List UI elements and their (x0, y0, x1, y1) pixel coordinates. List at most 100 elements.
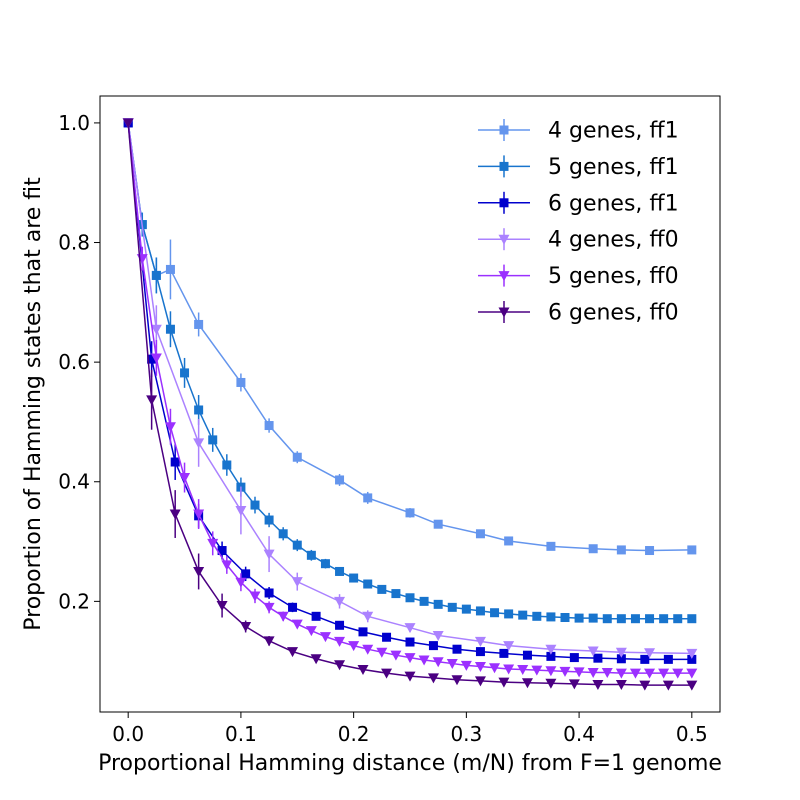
data-point (320, 559, 330, 569)
legend-label: 4 genes, ff0 (548, 228, 679, 253)
data-point (521, 678, 533, 689)
data-point (418, 655, 430, 666)
data-point (569, 653, 579, 663)
data-point (433, 519, 443, 529)
data-point (335, 475, 345, 485)
data-point (615, 647, 627, 658)
legend-marker (499, 125, 509, 135)
data-point (616, 545, 626, 555)
data-point (587, 668, 599, 679)
data-point (640, 654, 650, 664)
data-point (165, 264, 175, 274)
data-point (475, 606, 485, 616)
data-point (546, 541, 556, 551)
legend-label: 5 genes, ff1 (548, 155, 679, 180)
data-point (319, 632, 331, 643)
data-point (292, 540, 302, 550)
data-point (310, 654, 322, 665)
data-point (404, 653, 416, 664)
series-2 (123, 118, 697, 624)
data-point (518, 610, 528, 620)
data-point (672, 668, 684, 679)
data-point (291, 619, 303, 630)
x-tick-label: 0.0 (112, 722, 144, 746)
data-point (147, 354, 157, 364)
legend-item: 4 genes, ff0 (478, 228, 679, 253)
data-point (222, 460, 232, 470)
plot-frame (99, 95, 721, 713)
data-point (287, 647, 299, 658)
data-point (264, 515, 274, 525)
data-point (616, 654, 626, 664)
data-point (522, 650, 532, 660)
data-point (460, 660, 472, 671)
legend-marker (498, 234, 510, 245)
data-point (193, 566, 205, 577)
data-point (405, 508, 415, 518)
data-point (658, 668, 670, 679)
data-point (498, 677, 510, 688)
data-point (362, 644, 374, 655)
data-point (240, 621, 252, 632)
data-point (602, 614, 612, 624)
legend-item: 5 genes, ff1 (478, 155, 679, 180)
data-point (461, 604, 471, 614)
data-point (673, 614, 683, 624)
data-point (560, 613, 570, 623)
data-point (404, 623, 416, 634)
x-axis-label: Proportional Hamming distance (m/N) from… (98, 751, 722, 776)
data-point (687, 545, 697, 555)
data-point (686, 668, 698, 679)
data-point (207, 538, 219, 549)
data-point (151, 270, 161, 280)
data-point (193, 509, 205, 520)
data-point (432, 657, 444, 668)
data-point (663, 654, 673, 664)
data-point (216, 601, 228, 612)
data-point (428, 641, 438, 651)
data-point (306, 550, 316, 560)
data-point (391, 589, 401, 599)
series-line (127, 122, 692, 552)
data-point (593, 653, 603, 663)
data-point (645, 614, 655, 624)
data-point (381, 668, 393, 679)
data-point (278, 529, 288, 539)
y-tick-label: 1.0 (58, 111, 90, 135)
data-point (146, 395, 158, 406)
y-tick-label: 0.4 (58, 470, 90, 494)
data-point (291, 577, 303, 588)
data-point (545, 644, 557, 655)
data-point (452, 644, 462, 654)
data-point (382, 632, 392, 642)
legend-marker (499, 198, 509, 208)
data-point (288, 602, 298, 612)
x-tick-label: 0.2 (338, 722, 370, 746)
x-axis: 0.0 0.1 0.2 0.3 0.4 0.5 (112, 712, 708, 746)
legend-item: 6 genes, ff1 (478, 191, 679, 216)
data-point (235, 505, 247, 516)
data-point (615, 679, 627, 690)
data-point (432, 630, 444, 641)
data-point (503, 641, 515, 652)
data-point (221, 560, 233, 571)
data-point (194, 319, 204, 329)
data-point (474, 636, 486, 647)
data-point (489, 663, 501, 674)
y-axis-label: Proportion of Hamming states that are fi… (21, 177, 46, 631)
data-point (644, 668, 656, 679)
data-point (292, 452, 302, 462)
y-tick-label: 0.8 (58, 231, 90, 255)
data-point (615, 668, 627, 679)
legend-marker (499, 161, 509, 171)
data-point (250, 500, 260, 510)
series-4 (122, 118, 698, 659)
data-point (474, 676, 486, 687)
data-point (433, 599, 443, 609)
y-axis: 0.2 0.4 0.6 0.8 1.0 (58, 111, 100, 613)
data-point (568, 679, 580, 690)
data-point (601, 668, 613, 679)
data-point (546, 612, 556, 622)
data-point (311, 611, 321, 621)
data-point (334, 660, 346, 671)
